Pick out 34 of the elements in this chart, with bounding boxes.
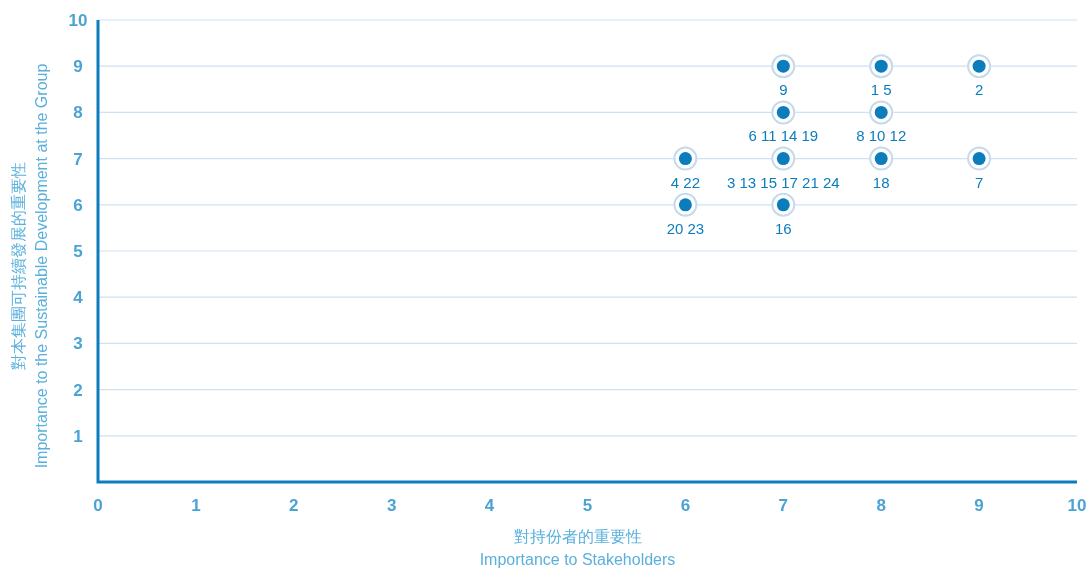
x-tick-label: 1 (191, 496, 201, 515)
x-axis-title: 對持份者的重要性 Importance to Stakeholders (479, 528, 676, 568)
y-tick-label: 5 (73, 242, 83, 261)
y-tick-label: 2 (73, 380, 83, 400)
annotation: 8 10 12 (856, 127, 907, 145)
annotation: 3 13 15 17 21 24 (727, 173, 840, 191)
y-tick-label: 4 (73, 288, 84, 308)
x-tick-label: 7 (778, 496, 789, 515)
y-tick-label: 1 (73, 426, 83, 446)
x-tick-label: 3 (386, 496, 397, 515)
y-axis-title: 對本集團可持續發展的重要性 Importance to the Sustainable Development at the Group (10, 63, 50, 469)
x-tick-label: 5 (582, 496, 593, 515)
annotation: 6 11 14 19 (748, 127, 819, 145)
annotation: 4 22 (670, 173, 700, 191)
x-tick-label: 10 (1067, 496, 1087, 515)
x-tick-label: 8 (876, 496, 886, 515)
annotation: 7 (974, 173, 984, 191)
annotation: 1 5 (870, 81, 892, 99)
x-tick-label: 0 (93, 496, 103, 515)
annotation: 18 (872, 173, 890, 191)
y-tick-label: 8 (73, 103, 83, 123)
x-tick-label: 9 (974, 496, 984, 515)
x-tick-label: 4 (484, 496, 495, 515)
y-tick-label: 6 (73, 195, 83, 215)
x-tick-label: 6 (680, 496, 691, 515)
y-tick-label: 7 (73, 149, 83, 169)
annotation: 9 (779, 81, 788, 99)
annotation: 16 (774, 219, 792, 237)
annotation: 20 23 (666, 219, 705, 237)
annotation: 2 (974, 81, 984, 99)
y-tick-label: 10 (68, 11, 88, 30)
y-tick-label: 3 (73, 334, 83, 354)
x-tick-label: 2 (289, 496, 299, 515)
y-tick-label: 9 (73, 57, 83, 77)
